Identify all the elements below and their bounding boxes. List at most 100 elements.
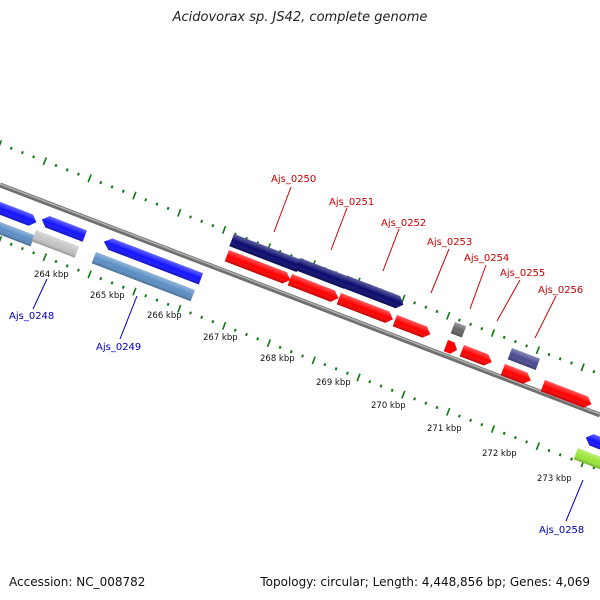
- major-tick: [0, 140, 3, 147]
- major-tick: [87, 270, 92, 279]
- major-tick: [401, 294, 406, 303]
- minor-tick: [570, 457, 573, 461]
- feature-reverse-2[interactable]: [40, 214, 87, 242]
- minor-tick: [76, 172, 80, 176]
- minor-tick: [368, 380, 372, 384]
- major-tick: [132, 287, 137, 296]
- minor-tick: [20, 246, 24, 251]
- feature-reverse-8[interactable]: [573, 448, 600, 474]
- minor-tick: [32, 251, 36, 255]
- feature-forward-red-2[interactable]: [287, 274, 341, 304]
- minor-tick: [469, 322, 473, 327]
- minor-tick: [502, 335, 506, 339]
- gene-label-ajs-0248[interactable]: Ajs_0248: [9, 311, 54, 322]
- minor-tick: [211, 319, 215, 324]
- minor-tick: [413, 397, 417, 401]
- feature-forward-navy-3[interactable]: [343, 276, 406, 310]
- feature-reverse-6[interactable]: [91, 252, 195, 302]
- feature-forward-red-5[interactable]: [443, 340, 460, 356]
- feature-forward-red-1[interactable]: [224, 250, 293, 286]
- minor-tick: [245, 332, 248, 337]
- minor-tick: [502, 431, 506, 435]
- minor-tick: [513, 435, 517, 440]
- gene-label-ajs-0250[interactable]: Ajs_0250: [271, 174, 316, 185]
- feature-reverse-1[interactable]: [0, 198, 39, 228]
- feature-reverse-7[interactable]: [584, 432, 600, 454]
- minor-tick: [155, 202, 159, 206]
- minor-tick: [525, 440, 529, 444]
- minor-tick: [345, 371, 349, 375]
- feature-reverse-4[interactable]: [31, 230, 79, 258]
- minor-tick: [9, 146, 13, 150]
- minor-tick: [435, 309, 439, 314]
- major-tick: [490, 329, 496, 337]
- minor-tick: [99, 180, 103, 185]
- minor-tick: [189, 215, 192, 219]
- major-tick: [87, 174, 92, 183]
- feature-forward-red-8[interactable]: [540, 380, 594, 410]
- minor-tick: [289, 350, 293, 354]
- feature-forward-red-7[interactable]: [500, 364, 533, 386]
- major-tick: [221, 321, 227, 330]
- minor-tick: [413, 301, 417, 305]
- gene-label-ajs-0251[interactable]: Ajs_0251: [329, 197, 374, 208]
- minor-tick: [54, 259, 58, 264]
- minor-tick: [233, 328, 237, 332]
- minor-tick: [110, 281, 114, 285]
- minor-tick: [558, 453, 562, 457]
- scale-label: 272 kbp: [482, 449, 517, 459]
- feature-forward-red-4[interactable]: [392, 315, 433, 340]
- major-tick: [535, 346, 541, 355]
- minor-tick: [547, 352, 551, 357]
- genome-backbone: [0, 182, 600, 418]
- major-tick: [356, 373, 361, 382]
- major-tick: [446, 311, 451, 320]
- minor-tick: [211, 223, 215, 228]
- feature-forward-navy-1[interactable]: [229, 234, 302, 272]
- scale-label: 265 kbp: [90, 291, 125, 301]
- minor-tick: [323, 362, 327, 367]
- scale-label: 271 kbp: [427, 424, 462, 434]
- minor-tick: [513, 339, 517, 344]
- minor-tick: [435, 405, 439, 410]
- feature-forward-slate[interactable]: [507, 348, 541, 370]
- minor-tick: [480, 423, 484, 427]
- feature-reverse-5[interactable]: [102, 236, 204, 285]
- minor-tick: [301, 354, 304, 358]
- major-tick: [446, 407, 451, 416]
- feature-reverse-3[interactable]: [0, 218, 35, 247]
- gene-label-ajs-0256[interactable]: Ajs_0256: [538, 285, 583, 296]
- minor-tick: [469, 418, 473, 423]
- feature-forward-gray[interactable]: [450, 322, 467, 338]
- scale-label: 273 kbp: [537, 474, 572, 484]
- minor-tick: [256, 337, 260, 341]
- major-tick: [0, 236, 3, 243]
- minor-tick: [121, 285, 125, 289]
- minor-tick: [200, 315, 204, 319]
- major-tick: [401, 390, 406, 399]
- accession-text: Accession: NC_008782: [9, 575, 146, 589]
- inner-tick-ring: [0, 236, 596, 470]
- major-tick: [266, 339, 272, 348]
- gene-label-ajs-0255[interactable]: Ajs_0255: [500, 268, 545, 279]
- gene-label-ajs-0252[interactable]: Ajs_0252: [381, 218, 426, 229]
- scale-label: 267 kbp: [203, 333, 238, 343]
- gene-label-ajs-0253[interactable]: Ajs_0253: [427, 237, 472, 248]
- feature-forward-navy-2[interactable]: [295, 258, 349, 289]
- scale-label: 268 kbp: [260, 354, 295, 364]
- feature-forward-red-6[interactable]: [459, 345, 494, 368]
- minor-tick: [9, 242, 13, 246]
- gene-label-ajs-0254[interactable]: Ajs_0254: [464, 253, 509, 264]
- gene-label-ajs-0249[interactable]: Ajs_0249: [96, 342, 141, 353]
- scale-label: 270 kbp: [371, 401, 406, 411]
- minor-tick: [144, 294, 148, 298]
- minor-tick: [200, 219, 204, 223]
- minor-tick: [390, 388, 394, 392]
- minor-tick: [334, 367, 338, 371]
- minor-tick: [155, 298, 159, 302]
- gene-label-ajs-0258[interactable]: Ajs_0258: [539, 525, 584, 536]
- reverse-label-leaders: [32, 278, 584, 522]
- minor-tick: [480, 327, 484, 331]
- feature-forward-red-3[interactable]: [336, 293, 395, 325]
- minor-tick: [99, 276, 103, 281]
